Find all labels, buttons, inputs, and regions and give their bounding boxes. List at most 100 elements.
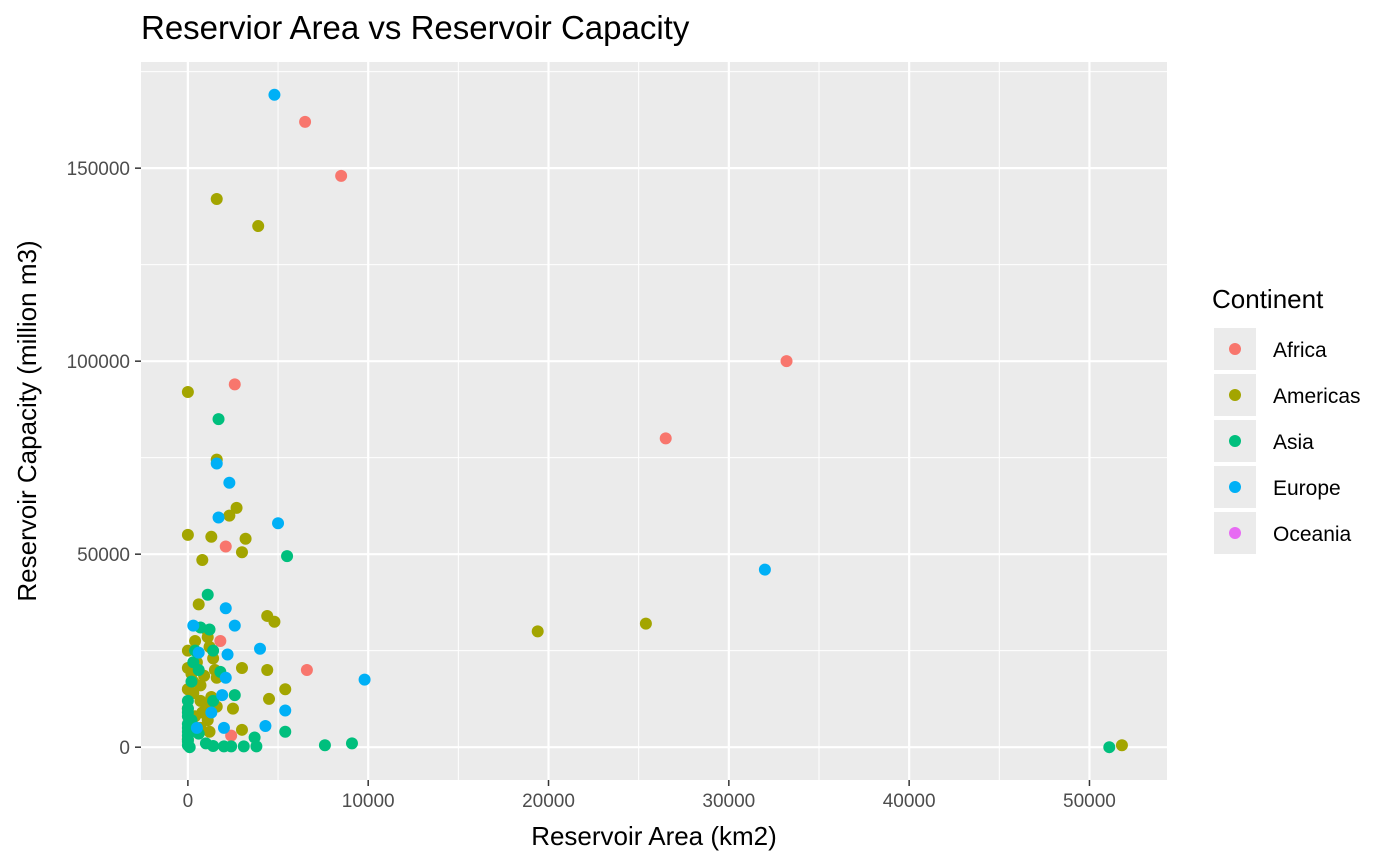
data-point xyxy=(203,623,216,636)
data-point xyxy=(212,413,225,426)
data-point xyxy=(272,517,285,530)
legend-title: Continent xyxy=(1212,284,1324,314)
x-tick-label: 20000 xyxy=(522,791,575,812)
data-point xyxy=(279,725,292,738)
data-point xyxy=(221,648,234,661)
data-point xyxy=(181,386,194,399)
data-point xyxy=(187,619,200,632)
data-point xyxy=(279,683,292,696)
data-point xyxy=(212,511,225,524)
y-tick-label: 0 xyxy=(119,738,130,759)
data-point xyxy=(1115,739,1128,752)
data-point xyxy=(335,169,348,182)
legend-label: Americas xyxy=(1273,385,1361,408)
data-point xyxy=(252,220,265,233)
data-point xyxy=(219,671,232,684)
data-point xyxy=(639,617,652,630)
legend-label: Oceania xyxy=(1273,523,1352,546)
data-point xyxy=(190,721,203,734)
data-point xyxy=(181,528,194,541)
y-tick-label: 150000 xyxy=(67,159,130,180)
legend-label: Africa xyxy=(1273,339,1327,362)
y-tick-label: 100000 xyxy=(67,352,130,373)
legend: Continent Africa Americas Asia Europe Oceani… xyxy=(1212,284,1361,554)
legend-swatch xyxy=(1229,435,1241,447)
data-point xyxy=(207,740,220,753)
legend-swatch xyxy=(1229,389,1241,401)
data-point xyxy=(235,662,248,675)
data-point xyxy=(192,663,205,676)
data-point xyxy=(203,725,216,738)
data-point xyxy=(207,694,220,707)
data-point xyxy=(345,737,358,750)
data-point xyxy=(268,615,281,628)
data-point xyxy=(780,355,793,368)
data-point xyxy=(189,635,202,648)
data-point xyxy=(194,679,207,692)
data-point xyxy=(192,598,205,611)
data-point xyxy=(758,563,771,576)
y-axis-title: Reservoir Capacity (million m3) xyxy=(12,240,42,601)
legend-label: Europe xyxy=(1273,477,1341,500)
data-point xyxy=(358,673,371,686)
data-point xyxy=(207,644,220,657)
data-point xyxy=(201,588,214,601)
x-axis-ticks: 0 10000 20000 30000 40000 50000 xyxy=(183,780,1116,812)
data-point xyxy=(228,619,241,632)
data-point xyxy=(225,740,238,753)
data-point xyxy=(196,553,209,566)
grid-lines xyxy=(141,62,1167,780)
data-point xyxy=(183,741,196,754)
data-point xyxy=(226,702,239,715)
x-axis-title: Reservoir Area (km2) xyxy=(531,821,777,851)
data-point xyxy=(219,602,232,615)
data-point xyxy=(214,635,227,648)
data-point xyxy=(223,509,236,522)
data-point xyxy=(239,532,252,545)
data-point xyxy=(230,501,243,514)
data-point xyxy=(217,721,230,734)
data-point xyxy=(261,663,274,676)
data-point xyxy=(1103,741,1116,754)
data-point xyxy=(300,663,313,676)
plot-panel xyxy=(141,62,1167,780)
data-point xyxy=(299,115,312,128)
data-point xyxy=(268,88,281,101)
data-point xyxy=(279,704,292,717)
data-point xyxy=(263,692,276,705)
data-point xyxy=(281,550,294,563)
data-point xyxy=(216,689,229,702)
legend-swatch xyxy=(1229,481,1241,493)
data-point xyxy=(259,719,272,732)
chart-title: Reservior Area vs Reservoir Capacity xyxy=(141,9,690,46)
data-point xyxy=(185,675,198,688)
data-point xyxy=(659,432,672,445)
data-point xyxy=(205,530,218,543)
data-point xyxy=(254,642,267,655)
data-point xyxy=(210,457,223,470)
x-tick-label: 40000 xyxy=(883,791,936,812)
legend-label: Asia xyxy=(1273,431,1314,454)
legend-swatch xyxy=(1229,527,1241,539)
x-tick-label: 50000 xyxy=(1063,791,1116,812)
data-point xyxy=(235,723,248,736)
data-point xyxy=(192,646,205,659)
x-tick-label: 10000 xyxy=(342,791,395,812)
data-point xyxy=(235,546,248,559)
y-tick-label: 50000 xyxy=(77,545,130,566)
data-point xyxy=(318,739,331,752)
legend-swatch xyxy=(1229,343,1241,355)
x-tick-label: 30000 xyxy=(702,791,755,812)
data-point xyxy=(205,706,218,719)
data-point xyxy=(531,625,544,638)
data-point xyxy=(250,740,263,753)
data-points xyxy=(181,88,1128,754)
data-point xyxy=(228,378,241,391)
data-point xyxy=(237,740,250,753)
x-tick-label: 0 xyxy=(183,791,194,812)
y-axis-ticks: 0 50000 100000 150000 xyxy=(67,159,141,759)
data-point xyxy=(225,729,238,742)
data-point xyxy=(223,476,236,489)
data-point xyxy=(219,540,232,553)
